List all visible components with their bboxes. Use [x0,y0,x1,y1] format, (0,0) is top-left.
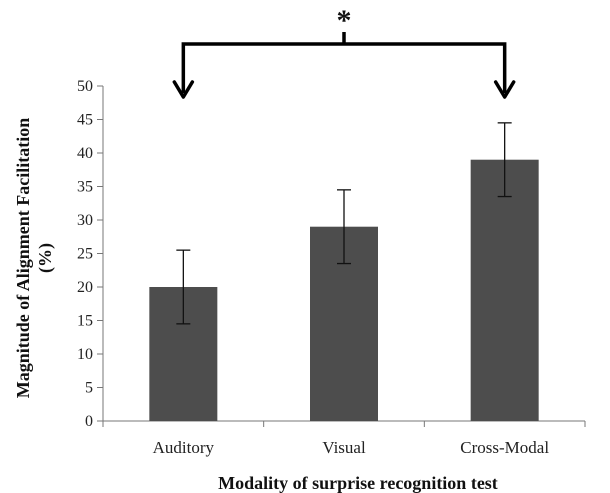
y-tick-label: 30 [77,212,93,229]
x-axis-title: Modality of surprise recognition test [218,473,498,493]
y-tick-label: 35 [77,179,93,196]
y-tick-label: 20 [77,279,93,296]
y-tick-label: 0 [85,413,93,430]
y-tick-label: 10 [77,346,93,363]
x-axis: Auditory Visual Cross-Modal [102,420,586,457]
error-bars [176,122,512,325]
bracket-arrowhead [172,80,195,99]
x-tick-label: Auditory [153,438,215,457]
y-tick-label: 45 [77,112,93,129]
y-tick-label: 40 [77,145,93,162]
significance-bracket: * [172,4,516,99]
x-tick-label: Cross-Modal [460,438,549,457]
bar [470,159,539,421]
y-axis: 0 5 10 15 20 25 30 35 40 45 50 [77,78,104,430]
x-tick-label: Visual [322,438,366,457]
y-tick-label: 50 [77,78,93,95]
y-axis-title: Magnitude of Alignment Facilitation [13,118,33,399]
bracket-arrowhead [493,80,516,99]
y-tick-label: 15 [77,313,93,330]
significance-star: * [337,4,352,37]
y-tick-label: 25 [77,246,93,263]
y-axis-title-unit: (%) [35,243,56,273]
y-tick-label: 5 [85,380,93,397]
bracket-line [181,42,507,93]
